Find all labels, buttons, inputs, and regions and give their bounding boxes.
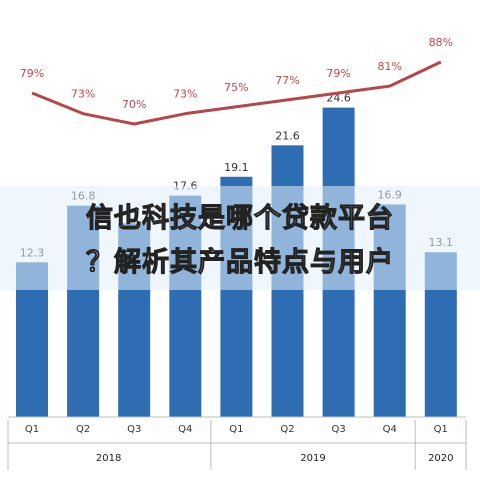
line-value-label: 88% <box>429 36 453 49</box>
year-label: 2019 <box>300 453 325 464</box>
year-label: 2020 <box>428 453 453 464</box>
x-tick-label: Q1 <box>434 424 448 435</box>
x-tick-label: Q1 <box>25 424 39 435</box>
line-value-label: 73% <box>71 88 95 101</box>
line-value-label: 75% <box>224 81 248 94</box>
line-series <box>31 60 442 126</box>
year-label: 2018 <box>96 453 121 464</box>
x-tick-label: Q1 <box>229 424 243 435</box>
x-tick-label: Q3 <box>331 424 345 435</box>
line-value-label: 70% <box>122 98 146 111</box>
line-value-label: 73% <box>173 88 197 101</box>
line-value-label: 77% <box>275 74 299 87</box>
watermark-band <box>0 186 480 290</box>
bar-value-label: 21.6 <box>275 129 300 142</box>
x-tick-label: Q2 <box>76 424 90 435</box>
watermark-line-2: ？解析其产品特点与用户 <box>86 247 394 279</box>
x-tick-label: Q4 <box>178 424 192 435</box>
x-tick-label: Q4 <box>383 424 397 435</box>
line-value-label: 81% <box>377 60 401 73</box>
x-tick-label: Q3 <box>127 424 141 435</box>
bar-value-label: 19.1 <box>224 161 249 174</box>
x-tick-label: Q2 <box>280 424 294 435</box>
line-value-label: 79% <box>20 67 44 80</box>
watermark-line-1: 信也科技是哪个贷款平台 <box>86 203 394 235</box>
line-value-label: 79% <box>326 67 350 80</box>
